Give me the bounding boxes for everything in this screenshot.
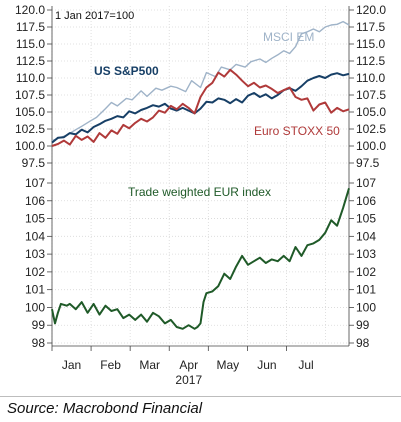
x-tick-label-jun: Jun <box>257 358 276 372</box>
y-tick-label-left: 105.0 <box>15 105 45 119</box>
y-tick-label-left: 99 <box>32 318 46 332</box>
y-tick-label-right: 105 <box>356 212 376 226</box>
y-tick-label-right: 101 <box>356 283 376 297</box>
series-label-euro-stoxx-50: Euro STOXX 50 <box>254 124 340 138</box>
y-tick-label-right: 110.0 <box>356 71 385 85</box>
y-tick-label-left: 104 <box>25 229 45 243</box>
chart-canvas: 120.0 120.0 117.5 117.5 115.0 115.0 112.5 112.5… <box>15 3 386 387</box>
y-tick-label-right: 112.5 <box>356 54 385 68</box>
y-tick-label-left: 98 <box>32 336 46 350</box>
series-label-trade-weighted-eur: Trade weighted EUR index <box>128 185 271 199</box>
y-tick-label-left: 106 <box>25 194 45 208</box>
y-tick-label-left: 101 <box>25 283 45 297</box>
series-line-euro-stoxx-50 <box>51 68 350 147</box>
y-tick-label-right: 100.0 <box>356 139 386 153</box>
x-tick-label-apr: Apr <box>179 358 198 372</box>
y-tick-label-right: 99 <box>356 318 370 332</box>
y-tick-label-left: 110.0 <box>16 71 45 85</box>
y-tick-label-right: 103 <box>356 247 376 261</box>
source-caption: Source: Macrobond Financial <box>7 400 203 417</box>
labels: 120.0 120.0 117.5 117.5 115.0 115.0 112.5 112.5… <box>15 3 386 387</box>
y-tick-label-left: 103 <box>25 247 45 261</box>
y-tick-label-right: 102.5 <box>356 122 386 136</box>
y-tick-label-left: 102.5 <box>15 122 45 136</box>
series-label-msci-em: MSCI EM <box>263 30 314 44</box>
series-line-trade-weighted-eur-index <box>51 188 350 330</box>
y-tick-label-left: 107 <box>25 176 45 190</box>
y-tick-label-left: 97.5 <box>22 156 46 170</box>
gridlines <box>51 6 349 344</box>
y-tick-label-right: 102 <box>356 265 376 279</box>
axes <box>47 6 354 351</box>
y-tick-label-left: 112.5 <box>16 54 45 68</box>
y-tick-label-left: 120.0 <box>15 3 45 17</box>
x-axis-year-label: 2017 <box>175 373 202 387</box>
y-tick-label-right: 98 <box>356 336 370 350</box>
y-tick-label-left: 107.5 <box>15 88 45 102</box>
y-tick-label-left: 115.0 <box>16 37 45 51</box>
series-label-us-sp500: US S&P500 <box>94 64 159 78</box>
y-tick-label-left: 102 <box>25 265 45 279</box>
y-tick-label-right: 100 <box>356 300 376 314</box>
x-tick-label-feb: Feb <box>100 358 121 372</box>
x-tick-label-jul: Jul <box>298 358 313 372</box>
y-tick-label-left: 100 <box>25 300 45 314</box>
y-tick-label-right: 104 <box>356 229 376 243</box>
series-lines <box>51 20 350 330</box>
index-base-note: 1 Jan 2017=100 <box>55 10 134 22</box>
x-tick-label-mar: Mar <box>139 358 160 372</box>
y-tick-label-right: 120.0 <box>356 3 386 17</box>
y-tick-label-left: 100.0 <box>15 139 45 153</box>
y-tick-label-right: 107.5 <box>356 88 386 102</box>
y-tick-label-right: 115.0 <box>356 37 385 51</box>
x-tick-label-may: May <box>217 358 240 372</box>
y-tick-label-right: 97.5 <box>356 156 380 170</box>
source-divider <box>0 396 401 397</box>
y-tick-label-right: 105.0 <box>356 105 386 119</box>
y-tick-label-left: 117.5 <box>16 20 45 34</box>
y-tick-label-right: 107 <box>356 176 376 190</box>
x-tick-label-jan: Jan <box>62 358 81 372</box>
y-tick-label-left: 105 <box>25 212 45 226</box>
y-tick-label-right: 106 <box>356 194 376 208</box>
series-line-us-s-p500 <box>51 72 350 144</box>
y-tick-label-right: 117.5 <box>356 20 385 34</box>
